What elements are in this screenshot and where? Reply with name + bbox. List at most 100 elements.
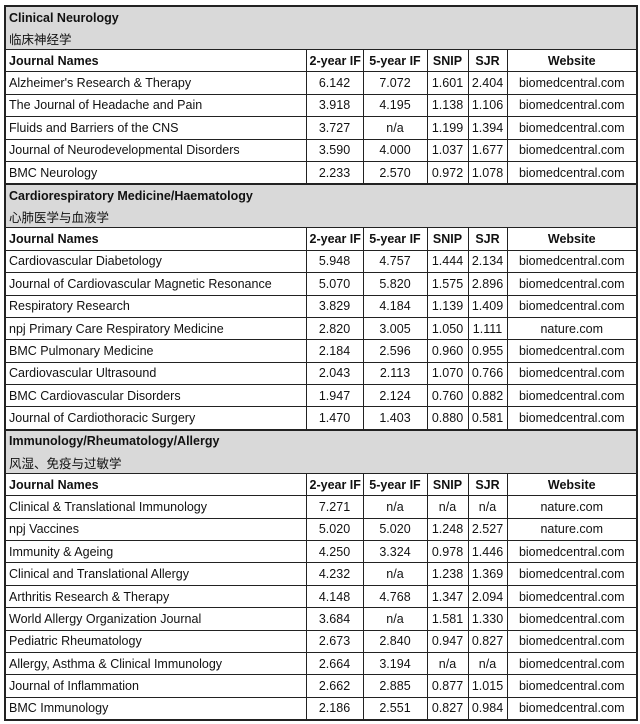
cell-sjr: 1.078 — [467, 160, 508, 185]
column-header-journal-name: Journal Names — [4, 472, 307, 497]
column-header-row: Journal Names 2-year IF 5-year IF SNIP SJR We… — [4, 227, 638, 251]
cell-website: biomedcentral.com — [506, 562, 638, 586]
section-title: Clinical Neurology — [4, 5, 638, 28]
cell-website: biomedcentral.com — [506, 160, 638, 185]
cell-website: biomedcentral.com — [506, 540, 638, 564]
cell-website: biomedcentral.com — [506, 674, 638, 698]
cell-sjr: 1.394 — [467, 116, 508, 140]
cell-journal-name: Allergy, Asthma & Clinical Immunology — [4, 651, 307, 676]
cell-two-year-if: 4.232 — [305, 562, 364, 586]
cell-website: biomedcentral.com — [506, 249, 638, 274]
cell-sjr: 0.984 — [467, 696, 508, 721]
section-title: Cardiorespiratory Medicine/Haematology — [4, 183, 638, 207]
cell-sjr: 1.369 — [467, 562, 508, 586]
cell-sjr: 2.134 — [467, 249, 508, 274]
cell-five-year-if: 2.596 — [362, 339, 428, 363]
cell-website: biomedcentral.com — [506, 138, 638, 162]
cell-snip: 0.827 — [426, 696, 469, 721]
cell-journal-name: Clinical and Translational Allergy — [4, 562, 307, 586]
cell-journal-name: The Journal of Headache and Pain — [4, 93, 307, 118]
column-header-website: Website — [506, 48, 638, 73]
cell-two-year-if: 3.918 — [305, 93, 364, 118]
cell-snip: 0.960 — [426, 339, 469, 363]
cell-two-year-if: 1.470 — [305, 406, 364, 431]
cell-website: nature.com — [506, 495, 638, 519]
table-row: npj Primary Care Respiratory Medicine 2.8… — [4, 316, 638, 341]
cell-journal-name: BMC Pulmonary Medicine — [4, 339, 307, 363]
table-row: Respiratory Research 3.829 4.184 1.139 1.409… — [4, 294, 638, 318]
cell-website: nature.com — [506, 316, 638, 341]
cell-two-year-if: 5.070 — [305, 272, 364, 296]
cell-journal-name: Pediatric Rheumatology — [4, 629, 307, 653]
column-header-sjr: SJR — [467, 48, 508, 73]
cell-sjr: 2.896 — [467, 272, 508, 296]
column-header-snip: SNIP — [426, 227, 469, 251]
cell-five-year-if: 2.551 — [362, 696, 428, 721]
column-header-journal-name: Journal Names — [4, 48, 307, 73]
cell-snip: 1.444 — [426, 249, 469, 274]
cell-two-year-if: 1.947 — [305, 384, 364, 408]
cell-five-year-if: 1.403 — [362, 406, 428, 431]
cell-two-year-if: 2.043 — [305, 361, 364, 386]
cell-snip: n/a — [426, 651, 469, 676]
cell-snip: 0.877 — [426, 674, 469, 698]
cell-sjr: 0.955 — [467, 339, 508, 363]
column-header-sjr: SJR — [467, 227, 508, 251]
cell-five-year-if: 7.072 — [362, 71, 428, 95]
column-header-sjr: SJR — [467, 472, 508, 497]
table-row: BMC Pulmonary Medicine 2.184 2.596 0.960 0.9… — [4, 339, 638, 363]
cell-two-year-if: 2.662 — [305, 674, 364, 698]
cell-journal-name: Journal of Inflammation — [4, 674, 307, 698]
cell-sjr: 0.882 — [467, 384, 508, 408]
column-header-row: Journal Names 2-year IF 5-year IF SNIP SJR We… — [4, 472, 638, 497]
cell-two-year-if: 3.590 — [305, 138, 364, 162]
section-title-zh-row: 风湿、免疫与过敏学 — [4, 451, 638, 474]
section-title-zh: 心肺医学与血液学 — [4, 206, 638, 229]
table-row: Journal of Inflammation 2.662 2.885 0.877 1.… — [4, 674, 638, 698]
cell-five-year-if: n/a — [362, 607, 428, 631]
cell-snip: 1.581 — [426, 607, 469, 631]
cell-journal-name: Journal of Neurodevelopmental Disorders — [4, 138, 307, 162]
table-row: Journal of Cardiothoracic Surgery 1.470 1.… — [4, 406, 638, 431]
table-row: World Allergy Organization Journal 3.684 n… — [4, 607, 638, 631]
table-row: BMC Immunology 2.186 2.551 0.827 0.984 biomed… — [4, 696, 638, 721]
cell-sjr: 0.766 — [467, 361, 508, 386]
cell-snip: 1.601 — [426, 71, 469, 95]
cell-journal-name: Cardiovascular Diabetology — [4, 249, 307, 274]
cell-sjr: 0.827 — [467, 629, 508, 653]
cell-journal-name: World Allergy Organization Journal — [4, 607, 307, 631]
cell-snip: 0.760 — [426, 384, 469, 408]
cell-two-year-if: 7.271 — [305, 495, 364, 519]
cell-sjr: 1.111 — [467, 316, 508, 341]
cell-five-year-if: 5.020 — [362, 517, 428, 542]
table-row: The Journal of Headache and Pain 3.918 4.1… — [4, 93, 638, 118]
cell-sjr: 0.581 — [467, 406, 508, 431]
cell-journal-name: BMC Immunology — [4, 696, 307, 721]
cell-journal-name: npj Primary Care Respiratory Medicine — [4, 316, 307, 341]
cell-snip: 1.347 — [426, 584, 469, 609]
cell-two-year-if: 2.186 — [305, 696, 364, 721]
column-header-two-year-if: 2-year IF — [305, 227, 364, 251]
cell-sjr: 1.446 — [467, 540, 508, 564]
cell-sjr: 2.404 — [467, 71, 508, 95]
section-title-zh-row: 临床神经学 — [4, 28, 638, 50]
cell-five-year-if: 3.005 — [362, 316, 428, 341]
cell-snip: 1.238 — [426, 562, 469, 586]
cell-website: biomedcentral.com — [506, 406, 638, 431]
cell-five-year-if: 4.000 — [362, 138, 428, 162]
cell-journal-name: Immunity & Ageing — [4, 540, 307, 564]
cell-website: nature.com — [506, 517, 638, 542]
section-title-row: Clinical Neurology — [4, 5, 638, 28]
cell-website: biomedcentral.com — [506, 629, 638, 653]
cell-five-year-if: 4.184 — [362, 294, 428, 318]
column-header-website: Website — [506, 472, 638, 497]
table-row: Journal of Neurodevelopmental Disorders 3… — [4, 138, 638, 162]
cell-website: biomedcentral.com — [506, 116, 638, 140]
table-row: Arthritis Research & Therapy 4.148 4.768 1.… — [4, 584, 638, 609]
cell-journal-name: Fluids and Barriers of the CNS — [4, 116, 307, 140]
cell-two-year-if: 5.020 — [305, 517, 364, 542]
journal-table-container: Clinical Neurology 临床神经学 Journal Names 2-ye… — [4, 5, 638, 722]
cell-snip: 1.138 — [426, 93, 469, 118]
table-row: Clinical & Translational Immunology 7.271… — [4, 495, 638, 519]
column-header-snip: SNIP — [426, 48, 469, 73]
